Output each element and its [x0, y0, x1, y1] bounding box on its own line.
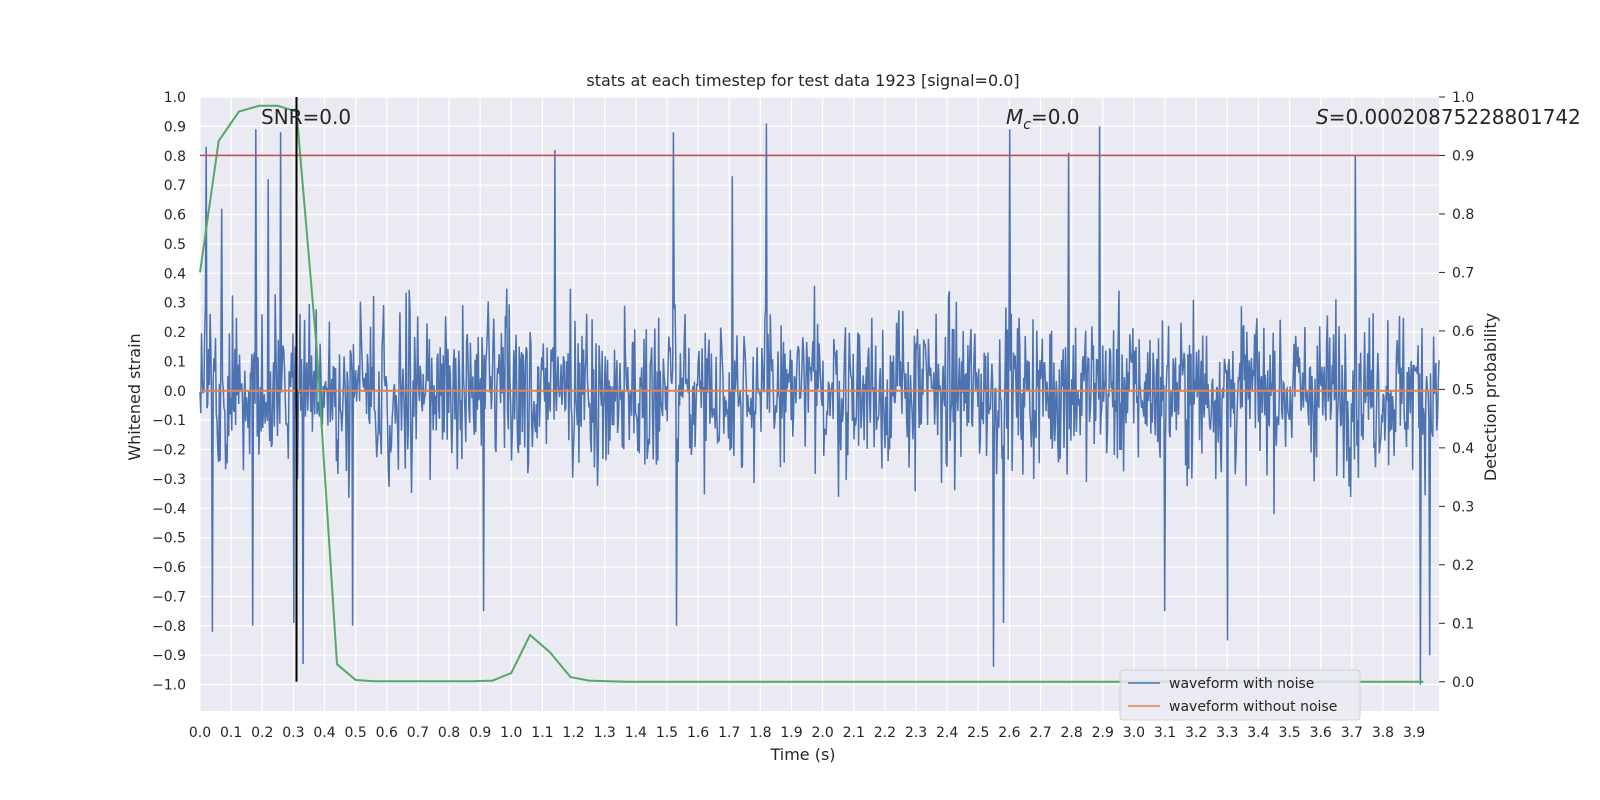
y-tick-label: −0.2	[152, 443, 186, 459]
y-right-tick-label: 0.0	[1452, 675, 1474, 691]
y-tick-label: 0.0	[164, 384, 186, 400]
y-tick-label: −0.9	[152, 648, 186, 664]
y-tick-label: −0.3	[152, 472, 186, 488]
x-tick-label: 1.4	[625, 725, 647, 741]
snr-annotation: SNR=0.0	[261, 105, 351, 129]
y-tick-label: 1.0	[164, 90, 186, 106]
y-right-tick-label: 0.9	[1452, 148, 1474, 164]
y-axis-label: Whitened strain	[125, 333, 144, 460]
x-tick-label: 0.6	[376, 725, 398, 741]
x-tick-label: 2.6	[998, 725, 1020, 741]
mc-annotation: Mc=0.0	[1006, 105, 1080, 133]
x-tick-label: 3.3	[1216, 725, 1238, 741]
plot-area	[200, 97, 1439, 711]
y-tick-label: −0.5	[152, 531, 186, 547]
y-right-tick-label: 0.5	[1452, 382, 1474, 398]
x-tick-label: 3.6	[1310, 725, 1332, 741]
mc-subscript: c	[1023, 117, 1031, 133]
x-tick-label: 0.8	[438, 725, 460, 741]
legend: waveform with noise waveform without noi…	[1119, 669, 1361, 721]
probability-line	[199, 104, 1424, 683]
y-tick-label: −1.0	[152, 678, 186, 694]
x-tick-label: 0.3	[282, 725, 304, 741]
mc-value: =0.0	[1031, 105, 1080, 129]
x-tick-label: 2.4	[936, 725, 958, 741]
y-tick-label: 0.2	[164, 325, 186, 341]
y-tick-label: −0.8	[152, 619, 186, 635]
x-tick-label: 1.0	[500, 725, 522, 741]
y-right-tick-label: 0.7	[1452, 265, 1474, 281]
y-tick-label: 0.7	[164, 178, 186, 194]
x-tick-label: 2.8	[1061, 725, 1083, 741]
x-axis-label: Time (s)	[769, 745, 835, 764]
x-tick-label: 0.1	[220, 725, 242, 741]
x-tick-label: 1.2	[562, 725, 584, 741]
legend-label-noise: waveform with noise	[1169, 676, 1314, 692]
x-tick-label: 1.9	[780, 725, 802, 741]
s-value: =0.00020875228801742	[1329, 105, 1581, 129]
x-tick-label: 2.1	[843, 725, 865, 741]
y-right-axis-label: Detection probability	[1481, 313, 1500, 481]
mc-symbol: M	[1006, 105, 1023, 129]
x-tick-label: 2.3	[905, 725, 927, 741]
reference-lines	[200, 97, 1439, 682]
y-tick-label: −0.6	[152, 560, 186, 576]
y-right-tick-label: 0.4	[1452, 441, 1474, 457]
x-tick-label: 2.2	[874, 725, 896, 741]
y-tick-label: 0.1	[164, 354, 186, 370]
y-right-tick-label: 0.2	[1452, 558, 1474, 574]
x-tick-label: 2.7	[1029, 725, 1051, 741]
legend-box	[1119, 669, 1361, 721]
y-ticks: 1.0 0.9 0.8 0.7 0.6 0.5 0.4 0.3 0.2 0.1 0.0 −0.1 −0.…	[152, 90, 186, 694]
x-tick-label: 0.9	[469, 725, 491, 741]
x-tick-label: 0.5	[345, 725, 367, 741]
y-tick-label: 0.6	[164, 208, 186, 224]
x-tick-label: 2.5	[967, 725, 989, 741]
y-tick-label: 0.4	[164, 266, 186, 282]
x-tick-label: 1.5	[656, 725, 678, 741]
x-tick-label: 1.3	[594, 725, 616, 741]
x-tick-label: 1.1	[531, 725, 553, 741]
x-tick-label: 3.2	[1185, 725, 1207, 741]
x-tick-label: 2.0	[811, 725, 833, 741]
y-tick-label: 0.5	[164, 237, 186, 253]
x-tick-label: 0.2	[251, 725, 273, 741]
x-tick-label: 0.4	[313, 725, 335, 741]
x-tick-label: 3.8	[1372, 725, 1394, 741]
y-right-tick-label: 0.3	[1452, 499, 1474, 515]
x-tick-label: 1.8	[749, 725, 771, 741]
series-waveform-with-noise	[199, 123, 1440, 685]
x-tick-label: 3.4	[1247, 725, 1269, 741]
s-annotation: S=0.00020875228801742	[1316, 105, 1581, 129]
y-tick-label: 0.9	[164, 119, 186, 135]
x-tick-label: 1.7	[718, 725, 740, 741]
y-right-tick-label: 0.1	[1452, 616, 1474, 632]
x-tick-label: 3.9	[1403, 725, 1425, 741]
legend-label-clean: waveform without noise	[1169, 699, 1337, 715]
x-ticks: 0.0 0.1 0.2 0.3 0.4 0.5 0.6 0.7 0.8 0.9 1.0 1.1 1.2 1…	[189, 725, 1425, 741]
y-tick-label: 0.3	[164, 296, 186, 312]
x-tick-label: 3.1	[1154, 725, 1176, 741]
y-tick-label: −0.4	[152, 501, 186, 517]
x-tick-label: 1.6	[687, 725, 709, 741]
x-tick-label: 0.0	[189, 725, 211, 741]
x-tick-label: 3.0	[1123, 725, 1145, 741]
y-tick-label: 0.8	[164, 149, 186, 165]
y-tick-label: −0.7	[152, 589, 186, 605]
x-tick-label: 3.7	[1341, 725, 1363, 741]
chart-title: stats at each timestep for test data 192…	[586, 71, 1019, 90]
series-detection-probability	[199, 104, 1424, 683]
s-symbol: S	[1316, 105, 1329, 129]
noise-line	[199, 123, 1440, 685]
x-tick-label: 0.7	[407, 725, 429, 741]
x-tick-label: 3.5	[1278, 725, 1300, 741]
x-tick-label: 2.9	[1092, 725, 1114, 741]
y-right-tick-label: 1.0	[1452, 90, 1474, 106]
y-right-tick-label: 0.8	[1452, 207, 1474, 223]
y-right-tick-label: 0.6	[1452, 324, 1474, 340]
y-right-ticks: 1.0 0.9 0.8 0.7 0.6 0.5 0.4 0.3 0.2 0.1 0.0	[1439, 90, 1474, 691]
y-tick-label: −0.1	[152, 413, 186, 429]
